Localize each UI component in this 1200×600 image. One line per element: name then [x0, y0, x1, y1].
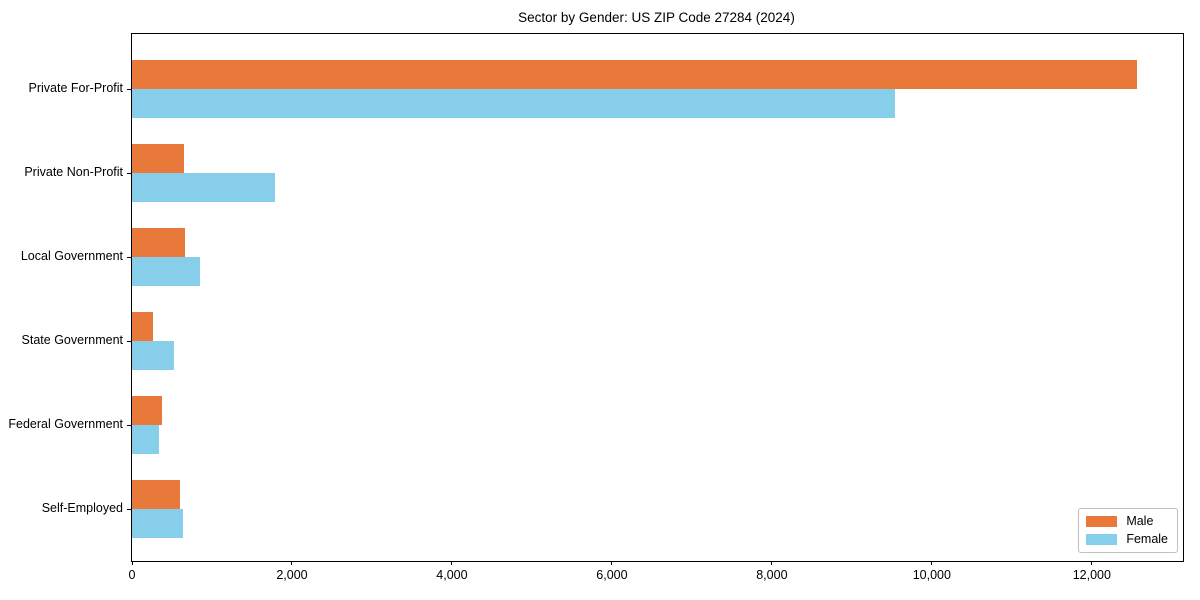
- bar-female-private-for-profit: [132, 89, 896, 118]
- y-axis-category-label: Local Government: [20, 249, 123, 263]
- y-axis-category-label: Self-Employed: [41, 501, 123, 515]
- plot-area: Private For-Profit Private Non-Profit Loca…: [8, 33, 1184, 582]
- bar-male-state-government: [132, 312, 153, 341]
- bar-female-federal-government: [132, 425, 160, 454]
- x-axis-tick-label: 12,000: [1072, 568, 1111, 582]
- y-axis-tick: [127, 257, 131, 258]
- bar-female-local-government: [132, 257, 200, 286]
- y-axis-tick: [127, 173, 131, 174]
- x-axis-tick: [131, 561, 133, 565]
- x-axis-tick: [771, 561, 773, 565]
- y-axis-category-label: Private Non-Profit: [24, 165, 123, 179]
- legend-item-male: Male: [1086, 515, 1168, 528]
- legend-item-female: Female: [1086, 533, 1168, 546]
- chart-title: Sector by Gender: US ZIP Code 27284 (202…: [518, 10, 795, 25]
- y-axis-tick: [127, 341, 131, 342]
- bar-male-local-government: [132, 228, 185, 257]
- bar-female-private-non-profit: [132, 173, 276, 202]
- x-axis-tick-label: 0: [128, 568, 136, 582]
- x-axis-tick: [1091, 561, 1093, 565]
- y-axis-tick: [127, 89, 131, 90]
- legend-swatch-male-icon: [1086, 516, 1118, 527]
- bar-male-private-non-profit: [132, 144, 184, 173]
- bar-male-federal-government: [132, 396, 162, 425]
- bar-male-self-employed: [132, 480, 180, 509]
- x-axis-tick: [451, 561, 453, 565]
- y-axis-category-label: State Government: [21, 333, 123, 347]
- bar-female-self-employed: [132, 509, 184, 538]
- x-axis-tick: [291, 561, 293, 565]
- x-axis-tick-label: 6,000: [596, 568, 628, 582]
- x-axis-tick-label: 8,000: [756, 568, 788, 582]
- legend-label-male: Male: [1126, 514, 1154, 528]
- x-axis-tick-label: 10,000: [912, 568, 951, 582]
- y-axis-tick: [127, 509, 131, 510]
- x-axis-tick-label: 2,000: [276, 568, 308, 582]
- bar-male-private-for-profit: [132, 60, 1137, 89]
- legend-swatch-female-icon: [1086, 534, 1118, 545]
- x-axis-tick-label: 4,000: [436, 568, 468, 582]
- legend: Male Female: [1078, 508, 1178, 553]
- y-axis-category-label: Private For-Profit: [28, 81, 123, 95]
- bar-female-state-government: [132, 341, 174, 370]
- legend-label-female: Female: [1126, 532, 1168, 546]
- y-axis-category-label: Federal Government: [8, 417, 123, 431]
- x-axis-tick: [611, 561, 613, 565]
- y-axis-tick: [127, 425, 131, 426]
- x-axis-tick: [931, 561, 933, 565]
